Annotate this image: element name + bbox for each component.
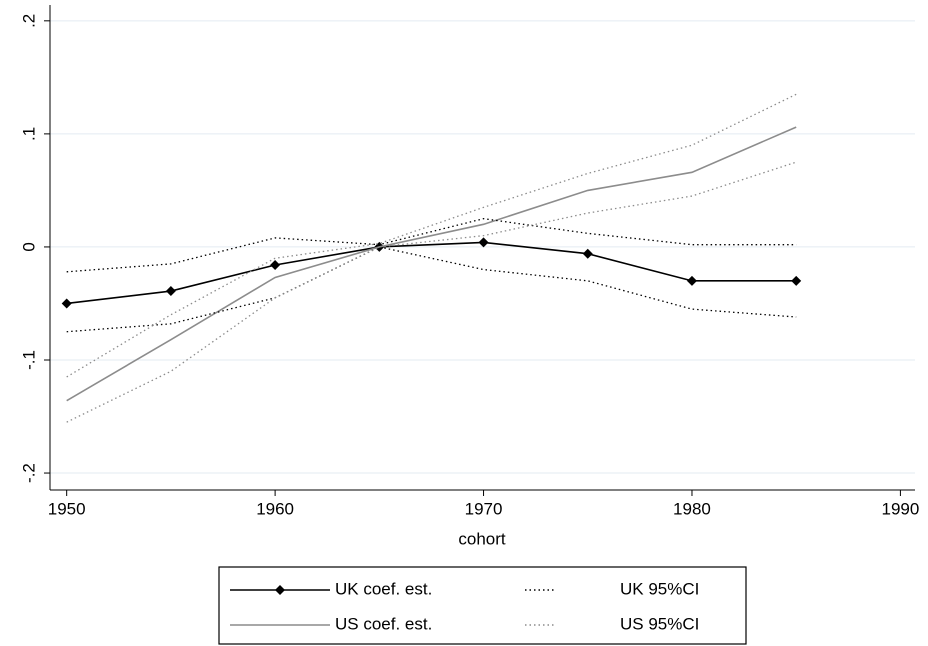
point (165, 286, 176, 297)
series-line (66, 126, 797, 402)
series-line (66, 241, 797, 305)
x-tick-label: 1950 (48, 499, 86, 518)
point (478, 237, 489, 248)
point (791, 275, 802, 286)
x-tick-label: 1960 (256, 499, 294, 518)
series-line (66, 218, 797, 273)
y-tick-label: -.1 (19, 350, 38, 370)
legend-label: UK 95%CI (620, 579, 699, 598)
point (270, 260, 281, 271)
y-tick-label: 0 (19, 242, 38, 251)
legend-label: US coef. est. (335, 614, 432, 633)
point (61, 298, 72, 309)
series-line (66, 246, 797, 333)
y-tick-label: -.2 (19, 463, 38, 483)
series-line (66, 161, 797, 423)
x-tick-label: 1980 (673, 499, 711, 518)
y-tick-label: .2 (19, 14, 38, 28)
legend-box (218, 566, 747, 645)
point (686, 275, 697, 286)
legend-marker (275, 585, 285, 595)
x-tick-label: 1990 (881, 499, 919, 518)
x-axis-label: cohort (458, 529, 506, 548)
x-tick-label: 1970 (465, 499, 503, 518)
legend-label: UK coef. est. (335, 579, 432, 598)
y-tick-label: .1 (19, 127, 38, 141)
point (582, 248, 593, 259)
legend-label: US 95%CI (620, 614, 699, 633)
